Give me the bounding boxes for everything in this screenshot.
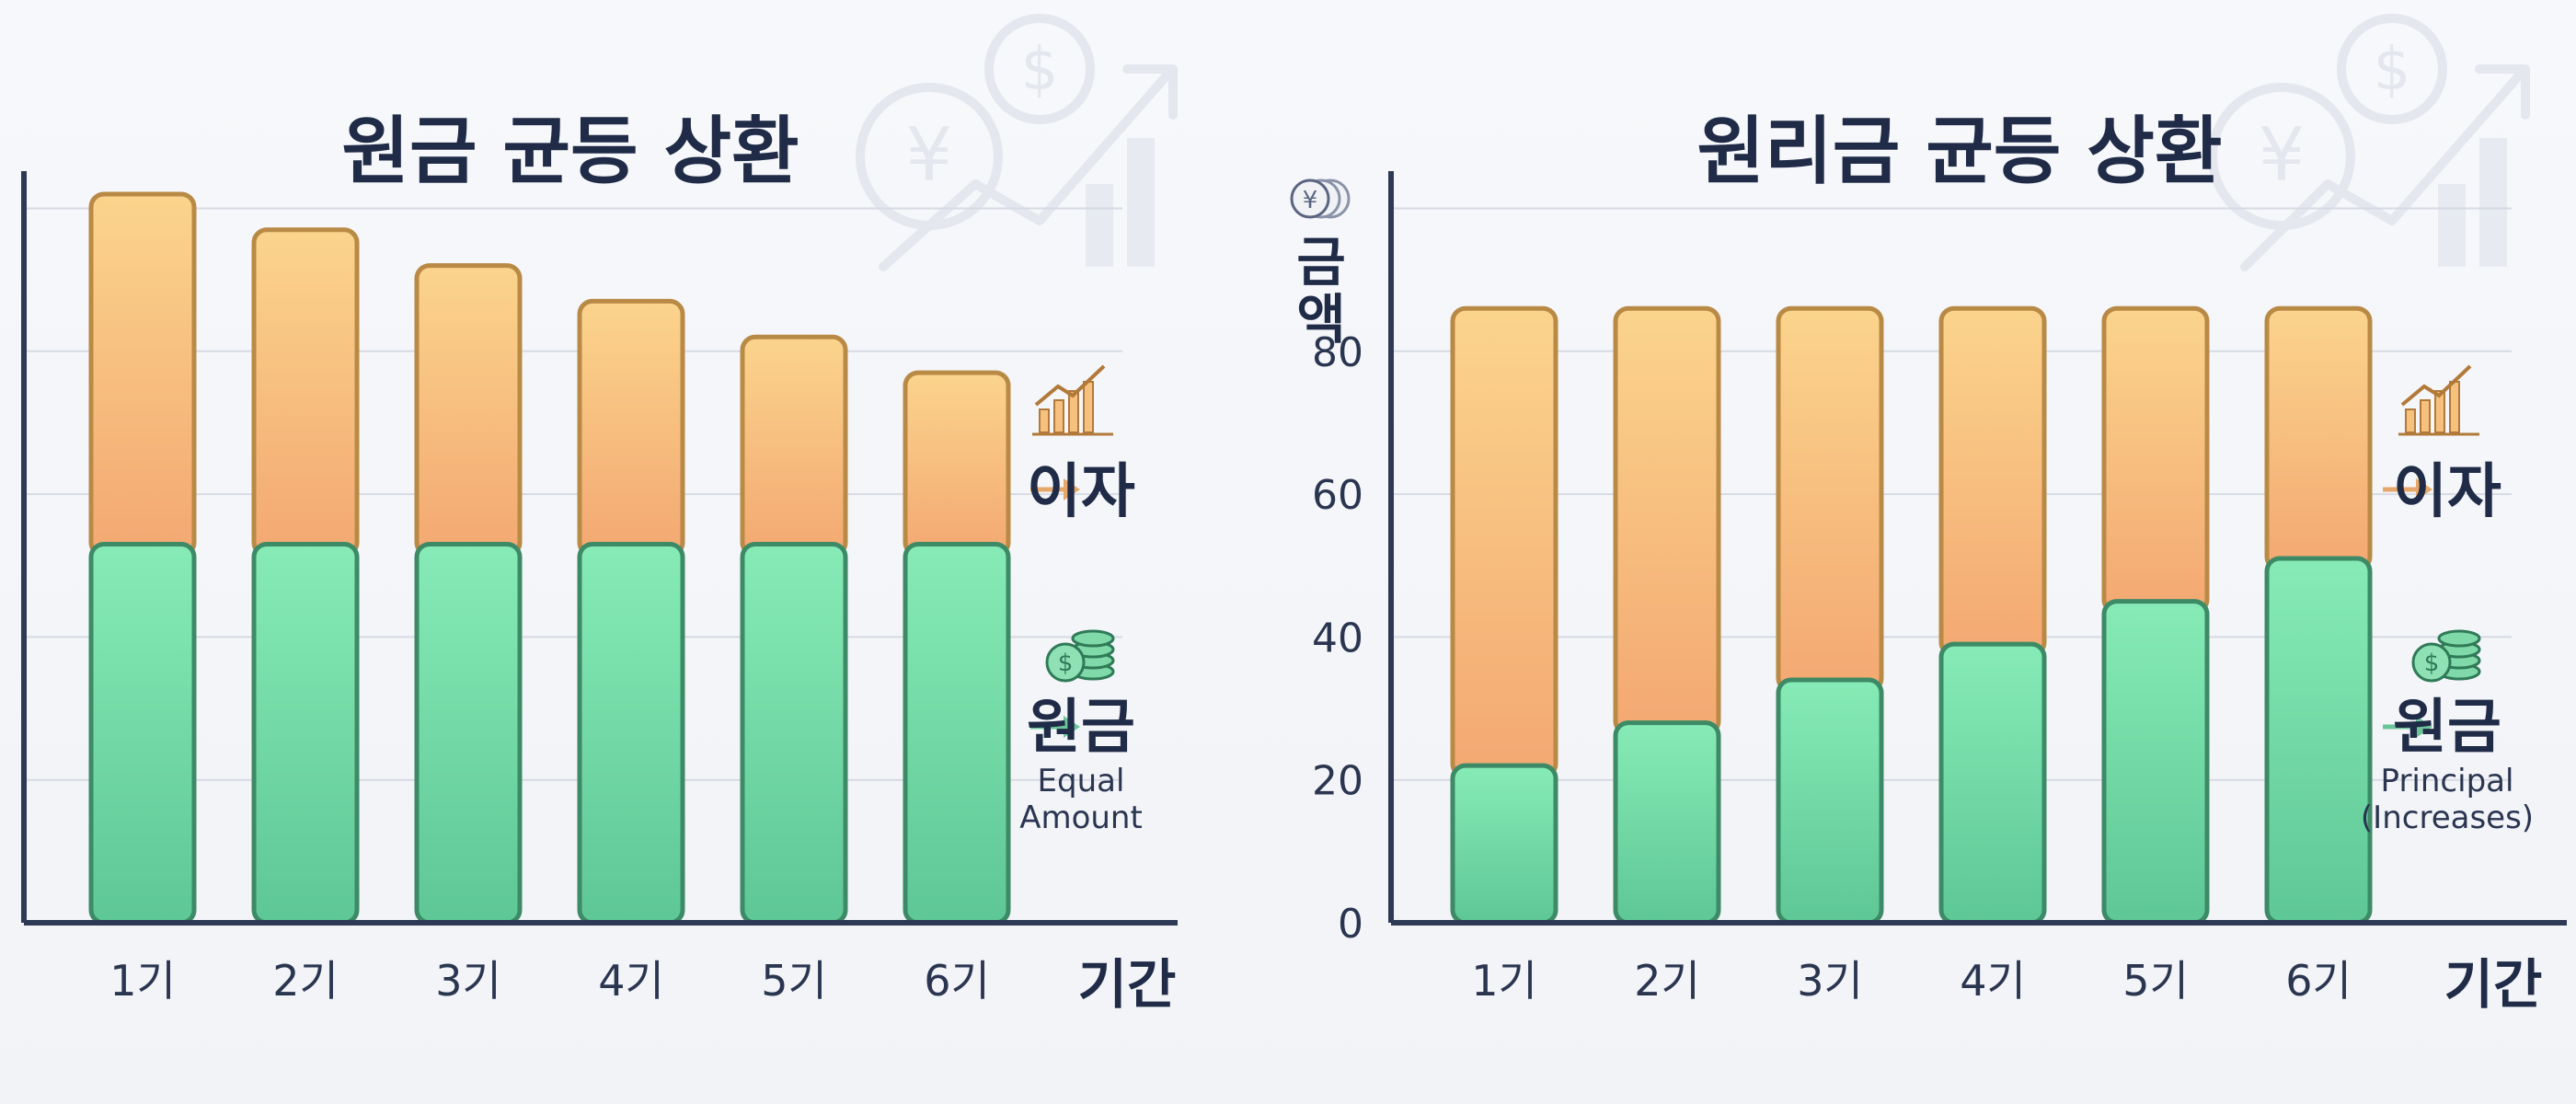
x-tick-label: 6기	[924, 956, 990, 1006]
bar-principal	[1938, 641, 2047, 926]
icon-coin-layer	[1071, 629, 1115, 648]
x-tick-label: 3기	[1797, 956, 1863, 1006]
x-tick-label: 4기	[1960, 956, 2026, 1006]
x-tick-label: 2기	[272, 956, 339, 1006]
bar-interest	[1938, 305, 2047, 658]
background-finance-illustration-left: ¥ $	[856, 14, 1178, 271]
x-axis-label: 기간	[2444, 953, 2543, 1016]
icon-bar	[1083, 381, 1094, 433]
bar-interest	[740, 334, 848, 558]
trend-chart-icon	[1032, 364, 1113, 436]
svg-text:¥: ¥	[1303, 187, 1318, 214]
chart-title: 원금 균등 상환	[341, 109, 799, 194]
x-tick-label: 2기	[1634, 956, 1700, 1006]
bar-interest	[903, 370, 1011, 558]
y-tick-label: 40	[1312, 615, 1363, 661]
bar-interest	[1613, 305, 1721, 737]
icon-bar	[1039, 408, 1050, 433]
bar-principal	[2101, 599, 2210, 926]
icon-bar	[2449, 381, 2460, 433]
bar-interest	[1450, 305, 1558, 779]
bar-principal	[414, 541, 523, 926]
legend-caption: (Increases)	[2361, 799, 2534, 836]
icon-bar	[1068, 390, 1079, 433]
svg-text:$: $	[1021, 36, 1059, 104]
icon-coin	[1045, 642, 1086, 683]
svg-text:$: $	[2374, 36, 2411, 104]
legend-label-principal: 원금	[2393, 694, 2501, 762]
bar-principal	[1613, 720, 1721, 926]
icon-trend-line	[1034, 364, 1106, 407]
plot-area: 1기 2기 3기 4기 5기 6기	[21, 171, 1178, 1006]
bar-principal	[251, 541, 360, 926]
legend-label-principal: 원금	[1027, 694, 1135, 762]
bar-principal	[1450, 763, 1558, 926]
y-axis-label-char: 금	[1296, 231, 1345, 293]
icon-bar	[2405, 408, 2416, 433]
legend-caption: Equal	[1038, 763, 1125, 799]
x-axis-label: 기간	[1078, 953, 1177, 1016]
bar-principal	[2264, 556, 2373, 926]
y-axis-label: 금액	[1296, 231, 1345, 351]
legend-label-interest: 이자	[1027, 458, 1135, 526]
x-tick-label: 1기	[109, 956, 176, 1006]
y-tick-label: 0	[1338, 901, 1363, 948]
coin-stack-icon: $	[1045, 629, 1115, 683]
bar-interest	[414, 263, 523, 558]
icon-bar	[1053, 399, 1064, 433]
icon-coin-layer	[2437, 629, 2481, 648]
arrow-head-icon	[1064, 716, 1080, 738]
x-tick-label: 1기	[1471, 956, 1537, 1006]
y-tick-label: 20	[1312, 758, 1363, 805]
x-tick-label: 4기	[598, 956, 664, 1006]
arrow-head-icon	[1064, 478, 1080, 500]
bar-principal	[740, 541, 848, 926]
legend-caption: Principal	[2381, 763, 2514, 799]
icon-trend-line	[2400, 364, 2472, 407]
bar-interest	[1776, 305, 1884, 694]
x-tick-label: 5기	[761, 956, 827, 1006]
bar-interest	[88, 191, 197, 558]
svg-text:¥: ¥	[906, 112, 953, 198]
bar-interest	[2264, 305, 2373, 572]
x-tick-label: 3기	[435, 956, 501, 1006]
y-tick-label: 80	[1312, 329, 1363, 376]
y-axis-label-char: 액	[1296, 288, 1345, 351]
x-tick-label: 6기	[2285, 956, 2352, 1006]
bar-interest	[251, 227, 360, 558]
currency-coins-icon: ¥	[1290, 178, 1351, 219]
legend-label-interest: 이자	[2393, 458, 2501, 526]
y-tick-label: 60	[1312, 472, 1363, 519]
bar-principal	[577, 541, 685, 926]
icon-bar	[2434, 390, 2445, 433]
plot-area: 1기 2기 3기 4기 5기 6기 0 20 40 60 80	[1312, 171, 2567, 1006]
legend-caption: Amount	[1019, 799, 1143, 836]
icon-dollar-sign: $	[2424, 650, 2440, 677]
arrow-head-icon	[2416, 478, 2432, 500]
chart-equal-principal: 원금 균등 상환 1기 2기 3기 4기 5기 6기 기간 이자 $ 원금EqualAmoun…	[21, 109, 1178, 1016]
chart-title: 원리금 균등 상환	[1697, 109, 2223, 194]
trend-chart-icon	[2398, 364, 2479, 436]
svg-text:¥: ¥	[2259, 112, 2306, 198]
icon-coin	[2411, 642, 2452, 683]
bar-interest	[577, 298, 685, 558]
icon-bar	[2420, 399, 2431, 433]
arrow-head-icon	[2416, 716, 2432, 738]
bar-principal	[88, 541, 197, 926]
coin-stack-icon: $	[2411, 629, 2481, 683]
bar-interest	[2101, 305, 2210, 615]
icon-dollar-sign: $	[1058, 650, 1074, 677]
background-finance-illustration-right: ¥ $	[2208, 14, 2530, 271]
bar-principal	[903, 541, 1011, 926]
x-tick-label: 5기	[2122, 956, 2189, 1006]
bar-principal	[1776, 677, 1884, 926]
